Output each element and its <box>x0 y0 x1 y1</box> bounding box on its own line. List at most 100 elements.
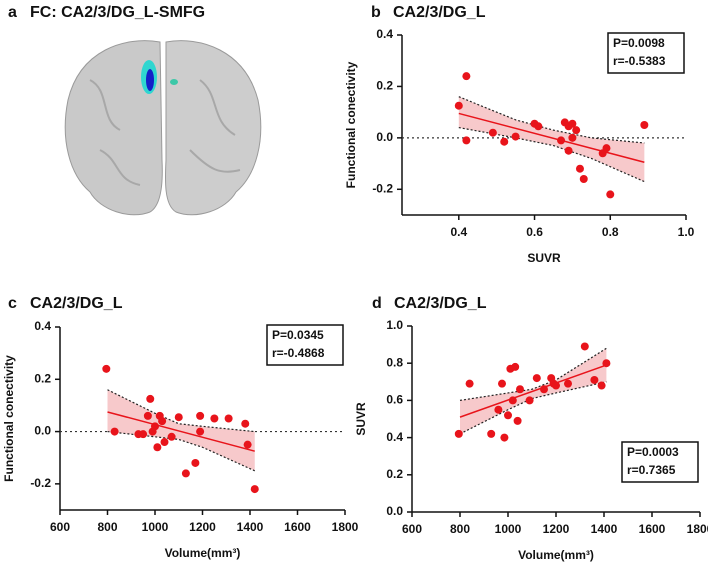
point <box>241 419 250 428</box>
point <box>250 485 259 494</box>
point <box>552 381 560 390</box>
point <box>557 136 566 145</box>
point <box>606 190 615 199</box>
point <box>513 416 522 425</box>
point <box>143 411 152 420</box>
point <box>494 405 503 414</box>
point <box>534 122 543 131</box>
annotation-box <box>607 32 685 74</box>
point <box>462 136 471 145</box>
fit-line <box>107 411 255 452</box>
annotation: r=-0.5383 <box>613 54 666 68</box>
x-axis-title: Volume(mm³) <box>165 546 241 560</box>
point <box>602 359 611 368</box>
annotation: P=0.0098 <box>613 36 665 50</box>
point <box>160 438 169 447</box>
y-tick-label: 0.0 <box>376 130 393 144</box>
panel-label: c <box>8 295 17 312</box>
y-tick-label: 0.8 <box>386 355 403 369</box>
x-tick-label: 1400 <box>237 520 264 534</box>
point <box>532 374 541 383</box>
point <box>640 121 649 129</box>
y-axis-title: Functional conectivity <box>344 61 358 188</box>
x-axis-title: Volume(mm³) <box>518 548 594 562</box>
x-tick-label: 1800 <box>332 520 359 534</box>
point <box>511 132 520 141</box>
point <box>102 364 111 373</box>
point <box>174 413 183 422</box>
point <box>580 342 589 351</box>
annotation: P=0.0003 <box>627 445 679 459</box>
x-tick-label: 1000 <box>495 522 522 536</box>
y-tick-label: 0.2 <box>386 467 403 481</box>
confidence-band <box>107 389 255 471</box>
point <box>500 137 509 146</box>
point <box>487 429 496 438</box>
point <box>525 396 534 405</box>
annotation: r=0.7365 <box>627 463 676 477</box>
point <box>504 411 512 420</box>
panel-title: CA2/3/DG_L <box>30 295 123 312</box>
point <box>158 417 167 426</box>
x-tick-label: 0.8 <box>602 225 619 239</box>
point <box>146 394 155 403</box>
y-tick-label: 0.4 <box>34 319 51 333</box>
y-tick-label: 0.2 <box>34 371 51 385</box>
y-tick-label: 0.4 <box>376 27 393 41</box>
panel-title: CA2/3/DG_L <box>393 4 486 21</box>
point <box>590 375 599 384</box>
x-tick-label: 1800 <box>687 522 708 536</box>
point <box>575 164 584 173</box>
point <box>602 144 611 153</box>
point <box>462 72 471 81</box>
x-tick-label: 600 <box>50 520 70 534</box>
point <box>511 362 520 371</box>
point <box>191 458 200 467</box>
point <box>153 443 162 452</box>
point <box>210 414 219 423</box>
x-tick-label: 1200 <box>189 520 216 534</box>
x-tick-label: 800 <box>450 522 470 536</box>
point <box>568 133 577 142</box>
annotation: P=0.0345 <box>272 328 324 342</box>
y-tick-label: 0.2 <box>376 79 393 93</box>
annotation-box <box>266 324 344 366</box>
point <box>465 379 474 388</box>
y-axis-title: SUVR <box>354 402 368 436</box>
point <box>224 414 233 423</box>
point <box>540 385 548 394</box>
x-tick-label: 1600 <box>639 522 666 536</box>
point <box>139 430 148 439</box>
y-axis-title: Functional conectivity <box>2 355 16 482</box>
x-tick-label: 1400 <box>591 522 618 536</box>
point <box>508 396 517 405</box>
band-lower <box>458 126 645 183</box>
confidence-band <box>458 96 645 182</box>
point <box>196 427 205 436</box>
panel-label: b <box>371 4 381 21</box>
point <box>488 128 497 137</box>
y-tick-label: 0.6 <box>386 393 403 407</box>
point <box>579 175 588 183</box>
panel-label: a <box>8 4 17 21</box>
y-tick-label: 1.0 <box>386 318 403 332</box>
point <box>564 146 573 155</box>
point <box>500 433 509 442</box>
fit-line <box>459 364 607 418</box>
point <box>196 411 205 420</box>
point <box>516 385 524 394</box>
point <box>568 119 577 128</box>
point <box>454 101 463 110</box>
x-tick-label: 1600 <box>284 520 311 534</box>
x-tick-label: 1.0 <box>678 225 695 239</box>
point <box>110 427 119 436</box>
band-upper <box>459 347 607 401</box>
band-upper <box>458 96 645 144</box>
x-tick-label: 0.6 <box>526 225 543 239</box>
point <box>498 379 506 388</box>
brain-image <box>64 40 262 216</box>
x-tick-label: 800 <box>97 520 117 534</box>
annotation-box <box>621 441 699 483</box>
panel-title: CA2/3/DG_L <box>394 295 487 312</box>
x-tick-label: 1000 <box>142 520 169 534</box>
